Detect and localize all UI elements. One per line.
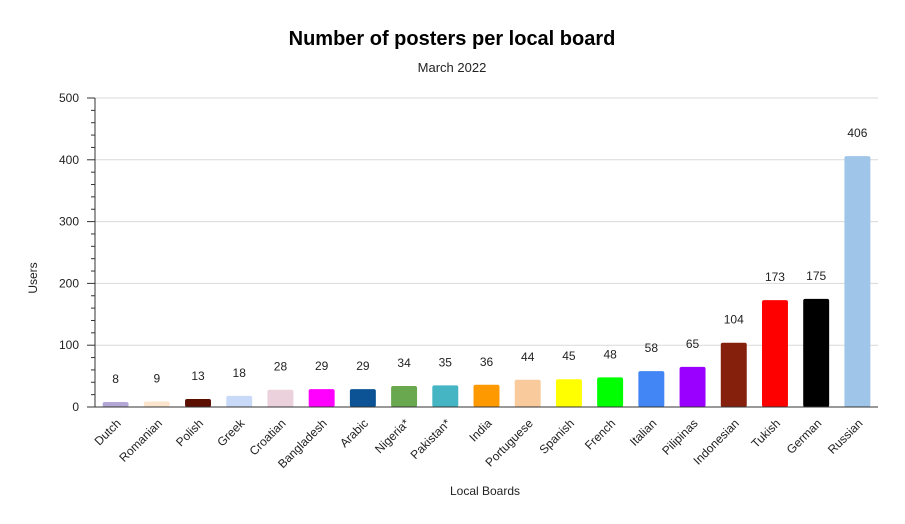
x-tick-label: Pilipinas bbox=[659, 416, 701, 458]
bar-german bbox=[803, 298, 830, 407]
chart-subtitle: March 2022 bbox=[418, 60, 487, 75]
x-tick-label: French bbox=[582, 416, 618, 452]
y-tick-label: 500 bbox=[59, 91, 79, 105]
y-axis-title: Users bbox=[26, 262, 40, 293]
bar-spanish bbox=[555, 379, 582, 407]
data-label: 18 bbox=[233, 366, 247, 380]
x-tick-label: Russian bbox=[825, 416, 866, 457]
bar-russian bbox=[844, 156, 871, 407]
x-tick-label: Tukish bbox=[749, 416, 784, 451]
bar-polish bbox=[185, 398, 212, 407]
data-label: 45 bbox=[562, 349, 576, 363]
bar-croatian bbox=[267, 389, 294, 407]
x-tick-label: Spanish bbox=[536, 416, 577, 457]
y-axis: 0 100 200 300 400 500 bbox=[59, 91, 96, 414]
bar-india bbox=[473, 384, 500, 407]
x-tick-label: Greek bbox=[214, 416, 248, 450]
bar-dutch bbox=[102, 402, 129, 407]
data-label: 58 bbox=[645, 341, 659, 355]
data-label: 29 bbox=[356, 359, 370, 373]
data-label: 29 bbox=[315, 359, 329, 373]
data-label: 35 bbox=[439, 355, 453, 369]
bar-greek bbox=[226, 395, 253, 407]
data-label: 28 bbox=[274, 360, 288, 374]
data-label: 175 bbox=[806, 269, 826, 283]
x-tick-label: India bbox=[466, 416, 495, 445]
x-tick-label: Dutch bbox=[92, 416, 124, 448]
data-label: 44 bbox=[521, 350, 535, 364]
data-label: 48 bbox=[603, 347, 617, 361]
bar-tukish bbox=[761, 300, 788, 407]
x-tick-label: Italian bbox=[627, 416, 660, 449]
x-tick-label: Croatian bbox=[247, 416, 289, 458]
bar-pilipinas bbox=[679, 366, 706, 407]
gridlines bbox=[95, 97, 878, 346]
data-label: 9 bbox=[153, 371, 160, 385]
bar-bangladesh bbox=[308, 389, 335, 407]
y-tick-label: 400 bbox=[59, 153, 79, 167]
data-label: 8 bbox=[112, 372, 119, 386]
data-label: 13 bbox=[191, 369, 205, 383]
bar-italian bbox=[638, 371, 665, 407]
x-axis-title: Local Boards bbox=[450, 484, 520, 498]
x-tick-label: Nigeria* bbox=[372, 416, 412, 456]
data-label: 34 bbox=[397, 356, 411, 370]
bars: 8 9 13 18 28 29 29 34 35 36 44 45 48 58 65 104 173 175 406 bbox=[102, 126, 871, 407]
data-label: 173 bbox=[765, 270, 785, 284]
x-tick-label: Arabic bbox=[337, 416, 371, 450]
chart-title: Number of posters per local board bbox=[289, 28, 616, 50]
data-label: 36 bbox=[480, 355, 494, 369]
bar-nigeria bbox=[391, 385, 418, 407]
bar-french bbox=[597, 377, 624, 407]
y-tick-label: 0 bbox=[72, 400, 79, 414]
bar-pakistan bbox=[432, 385, 459, 407]
data-label: 104 bbox=[724, 313, 744, 327]
data-label: 406 bbox=[847, 126, 867, 140]
x-tick-label: Pakistan* bbox=[408, 416, 454, 462]
y-tick-label: 100 bbox=[59, 338, 79, 352]
bar-romanian bbox=[143, 401, 170, 407]
y-tick-label: 200 bbox=[59, 276, 79, 290]
bar-indonesian bbox=[720, 342, 747, 407]
bar-portuguese bbox=[514, 379, 541, 407]
y-tick-label: 300 bbox=[59, 215, 79, 229]
x-tick-label: Romanian bbox=[116, 416, 165, 465]
x-tick-label: German bbox=[784, 416, 825, 457]
bar-arabic bbox=[349, 389, 376, 407]
x-tick-label: Polish bbox=[173, 416, 206, 449]
data-label: 65 bbox=[686, 337, 700, 351]
